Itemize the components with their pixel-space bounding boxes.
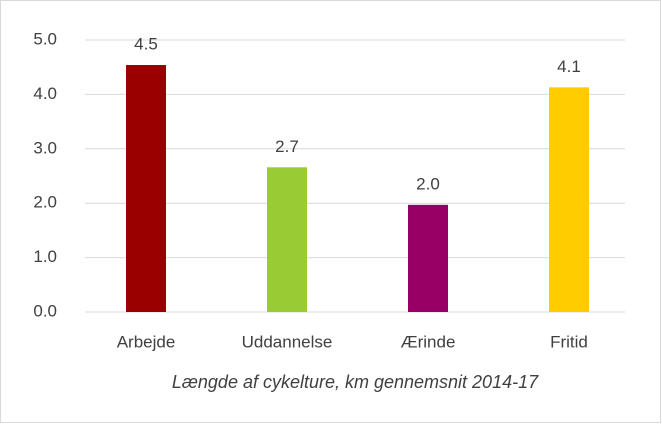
y-tick-label: 5.0 (33, 29, 57, 48)
bar (267, 167, 307, 312)
data-label: 4.1 (557, 57, 581, 76)
x-tick-label: Ærinde (401, 332, 456, 351)
y-tick-label: 0.0 (33, 301, 57, 320)
bar (549, 87, 589, 312)
y-tick-label: 1.0 (33, 247, 57, 266)
y-tick-label: 4.0 (33, 84, 57, 103)
data-label: 4.5 (134, 35, 158, 54)
bar (408, 204, 448, 312)
data-label: 2.7 (275, 137, 299, 156)
y-tick-label: 2.0 (33, 193, 57, 212)
chart-title: Længde af cykelture, km gennemsnit 2014-… (172, 372, 539, 392)
data-label: 2.0 (416, 174, 440, 193)
x-tick-label: Arbejde (117, 332, 176, 351)
bar (126, 65, 166, 312)
x-tick-label: Uddannelse (242, 332, 333, 351)
x-tick-label: Fritid (550, 332, 588, 351)
y-tick-label: 3.0 (33, 138, 57, 157)
